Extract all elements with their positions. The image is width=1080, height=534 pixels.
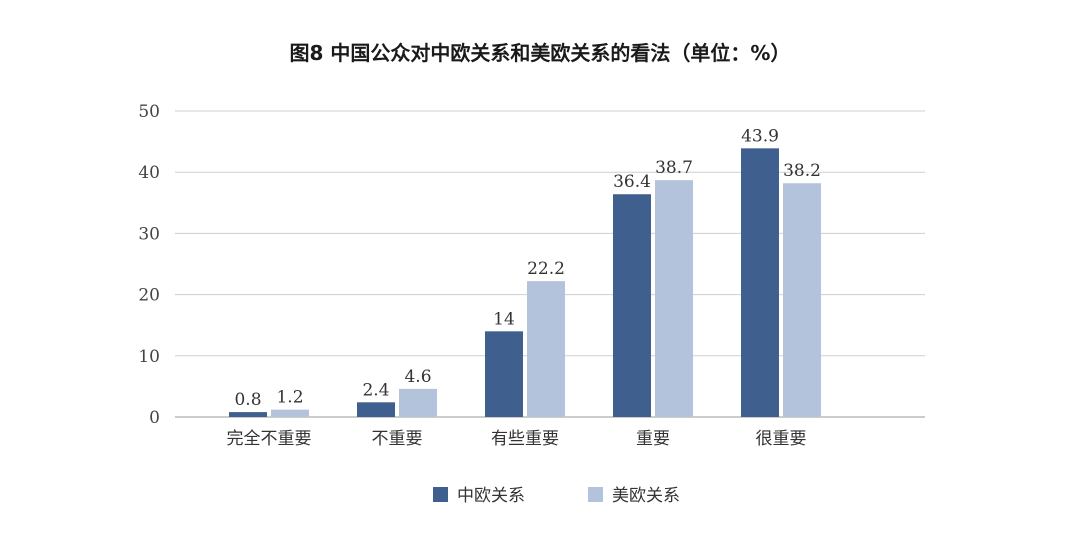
y-tick-label: 20 [138,286,160,306]
legend-label: 美欧关系 [612,486,680,506]
data-label: 14 [493,309,515,329]
data-label: 4.6 [404,367,431,387]
data-label: 22.2 [527,259,565,279]
data-label: 38.2 [783,161,821,181]
data-label: 1.2 [276,388,303,408]
x-tick-label: 有些重要 [491,429,559,449]
legend-swatch-us-eu [588,487,603,502]
bar-us-eu [783,183,821,417]
data-label: 38.7 [655,158,693,178]
data-label: 0.8 [234,390,261,410]
y-tick-label: 40 [138,163,160,183]
y-axis-ticks: 0 10 20 30 40 50 [138,102,160,428]
bar-china-eu [357,402,395,417]
bar-us-eu [527,281,565,417]
bars [229,148,821,417]
data-label: 43.9 [741,126,779,146]
y-tick-label: 10 [138,347,160,367]
x-axis-ticks: 完全不重要 不重要 有些重要 重要 很重要 [227,429,807,449]
legend: 中欧关系 美欧关系 [433,486,680,506]
x-tick-label: 很重要 [756,429,807,449]
bar-china-eu [485,331,523,417]
legend-label: 中欧关系 [457,486,525,506]
x-tick-label: 重要 [636,429,670,449]
data-label: 36.4 [613,172,651,192]
y-tick-label: 0 [149,408,160,428]
x-tick-label: 不重要 [372,429,423,449]
bar-china-eu [741,148,779,417]
y-tick-label: 50 [138,102,160,122]
y-tick-label: 30 [138,224,160,244]
bar-us-eu [271,409,309,417]
bar-china-eu [229,412,267,417]
legend-swatch-china-eu [433,487,448,502]
bar-us-eu [655,180,693,417]
chart-title: 图8 中国公众对中欧关系和美欧关系的看法（单位：%） [290,41,791,65]
bar-us-eu [399,388,437,417]
data-label: 2.4 [362,380,389,400]
data-labels: 0.8 1.2 2.4 4.6 14 22.2 36.438.7 43.938.2 [234,126,820,410]
x-tick-label: 完全不重要 [227,429,312,449]
bar-china-eu [613,194,651,417]
